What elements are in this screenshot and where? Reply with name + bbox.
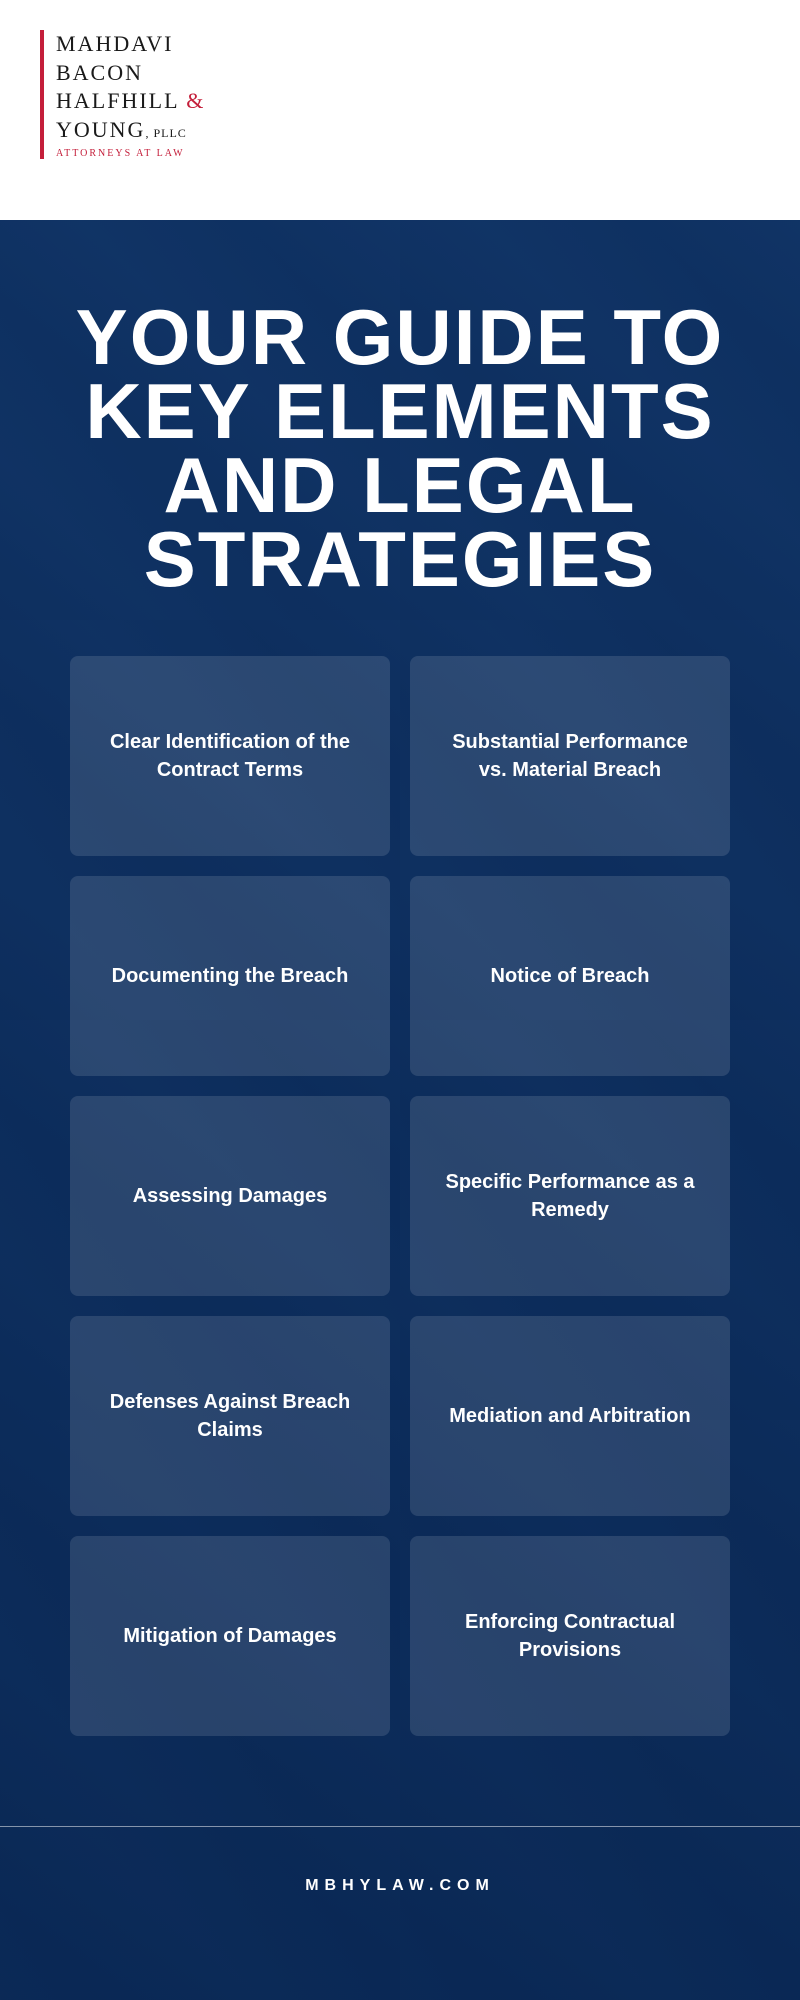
- card-text: Mitigation of Damages: [123, 1622, 336, 1650]
- footer-url: MBHYLAW.COM: [50, 1877, 750, 1895]
- card-text: Clear Identification of the Contract Ter…: [100, 728, 360, 784]
- card: Defenses Against Breach Claims: [70, 1316, 390, 1516]
- card-text: Notice of Breach: [491, 962, 650, 990]
- page-title: YOUR GUIDE TO KEY ELEMENTS AND LEGAL STR…: [50, 300, 750, 596]
- card: Clear Identification of the Contract Ter…: [70, 656, 390, 856]
- card-text: Enforcing Contractual Provisions: [440, 1608, 700, 1664]
- logo-suffix: , PLLC: [145, 126, 186, 140]
- logo-line-2: BACON: [56, 59, 205, 88]
- card: Mitigation of Damages: [70, 1536, 390, 1736]
- card: Notice of Breach: [410, 876, 730, 1076]
- card: Documenting the Breach: [70, 876, 390, 1076]
- card-text: Documenting the Breach: [112, 962, 349, 990]
- logo-line-1: MAHDAVI: [56, 30, 205, 59]
- card: Assessing Damages: [70, 1096, 390, 1296]
- logo-line-4: YOUNG, PLLC: [56, 116, 205, 145]
- main-section: YOUR GUIDE TO KEY ELEMENTS AND LEGAL STR…: [0, 220, 800, 2000]
- card: Enforcing Contractual Provisions: [410, 1536, 730, 1736]
- card-text: Mediation and Arbitration: [449, 1402, 690, 1430]
- footer: MBHYLAW.COM: [50, 1827, 750, 1895]
- logo-ampersand: &: [186, 88, 205, 113]
- logo-line-3-text: HALFHILL: [56, 88, 179, 113]
- logo-line-3: HALFHILL &: [56, 87, 205, 116]
- card-text: Substantial Performance vs. Material Bre…: [440, 728, 700, 784]
- logo-tagline: ATTORNEYS AT LAW: [56, 148, 205, 159]
- card: Mediation and Arbitration: [410, 1316, 730, 1516]
- card-text: Defenses Against Breach Claims: [100, 1388, 360, 1444]
- card: Specific Performance as a Remedy: [410, 1096, 730, 1296]
- card-text: Specific Performance as a Remedy: [440, 1168, 700, 1224]
- header: MAHDAVI BACON HALFHILL & YOUNG, PLLC ATT…: [0, 0, 800, 220]
- card-text: Assessing Damages: [133, 1182, 328, 1210]
- logo: MAHDAVI BACON HALFHILL & YOUNG, PLLC ATT…: [40, 30, 205, 159]
- card-grid: Clear Identification of the Contract Ter…: [50, 656, 750, 1736]
- logo-line-4-text: YOUNG: [56, 117, 145, 142]
- card: Substantial Performance vs. Material Bre…: [410, 656, 730, 856]
